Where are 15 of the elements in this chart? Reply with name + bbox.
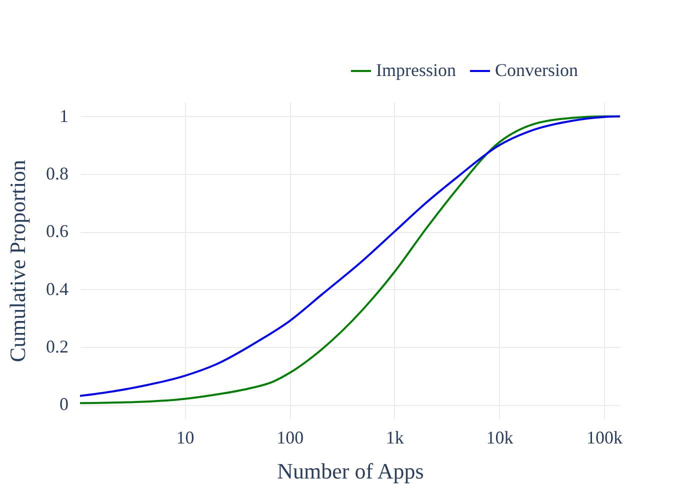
x-tick-label: 1k [386, 428, 404, 448]
y-tick-label: 1 [60, 106, 68, 126]
y-tick-label: 0.4 [46, 278, 68, 299]
x-tick-label: 10 [176, 428, 194, 448]
y-axis-title: Cumulative Proportion [5, 160, 30, 362]
x-axis-title: Number of Apps [277, 458, 424, 484]
y-tick-label: 0 [60, 394, 68, 414]
y-tick-label: 0.6 [46, 221, 68, 242]
legend-label: Conversion [495, 60, 578, 80]
y-tick-label: 0.8 [46, 164, 68, 184]
x-tick-label: 10k [486, 428, 514, 448]
legend-label: Impression [376, 60, 456, 80]
y-tick-label: 0.2 [46, 336, 68, 356]
x-tick-label: 100 [276, 428, 304, 448]
x-tick-label: 100k [586, 428, 623, 448]
